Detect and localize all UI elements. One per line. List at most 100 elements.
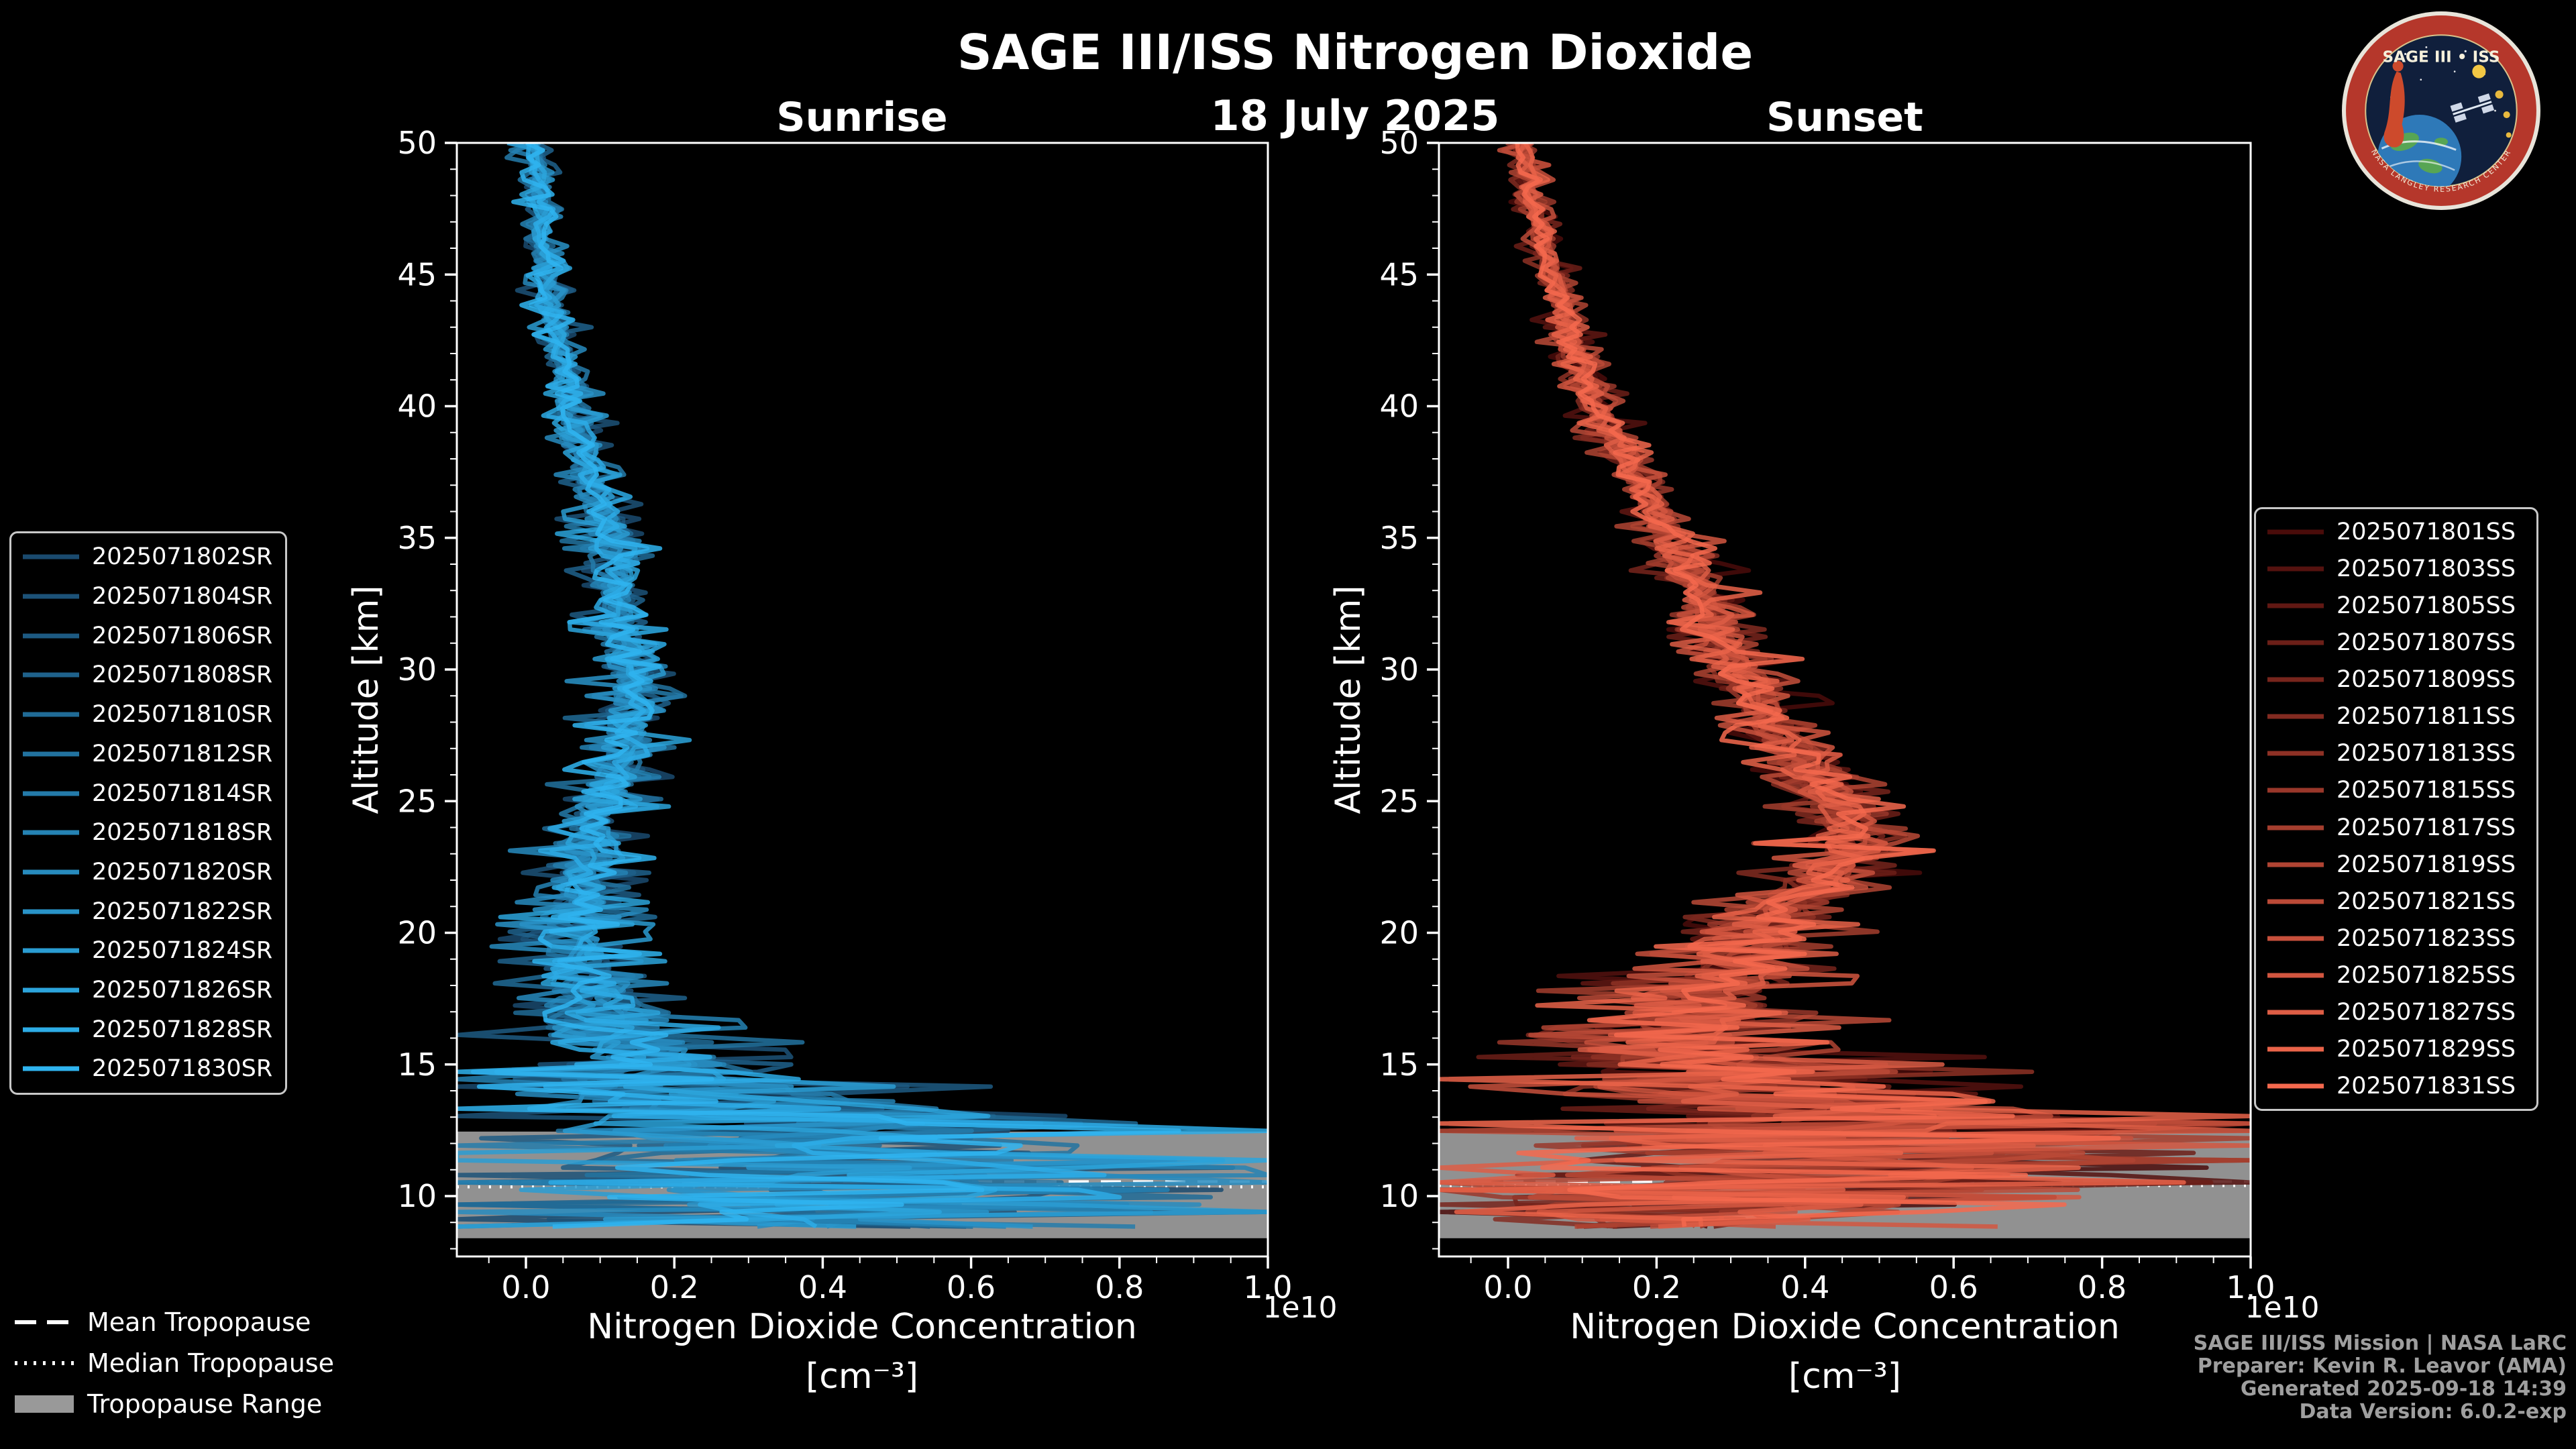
profile-line	[457, 143, 1181, 1229]
figure-date: 18 July 2025	[1210, 91, 1500, 140]
axis-tick-labels: 0.0 0.2 0.4 0.6 0.8 1.0 10 15 20 25 30 35 40 45 50	[397, 125, 1292, 1305]
axis-tick-labels: 0.0 0.2 0.4 0.6 0.8 1.0 10 15 20 25 30 35 40 45 50	[1379, 125, 2275, 1305]
svg-text:1.0: 1.0	[2226, 1269, 2275, 1305]
series-label: 2025071813SS	[2337, 740, 2516, 767]
panel-title-sunset: Sunset	[1766, 94, 1923, 141]
panel-title-sunrise: Sunrise	[776, 94, 948, 141]
series-color-swatch	[23, 830, 79, 835]
legend-item: 2025071825SS	[2265, 962, 2527, 989]
series-label: 2025071803SS	[2337, 555, 2516, 582]
legend-item: 2025071802SR	[21, 543, 276, 570]
axis-ticks	[1427, 142, 2252, 1269]
series-color-swatch	[2267, 899, 2324, 904]
legend-item: 2025071830SR	[21, 1055, 276, 1082]
legend-item: 2025071821SS	[2265, 888, 2527, 915]
legend-item: 2025071824SR	[21, 937, 276, 964]
svg-text:25: 25	[1379, 783, 1419, 819]
series-color-swatch	[23, 1066, 79, 1071]
legend-item-median-tropopause: Median Tropopause	[13, 1348, 334, 1378]
svg-text:25: 25	[397, 783, 437, 819]
gray-patch-swatch	[15, 1395, 74, 1413]
svg-text:0.8: 0.8	[2078, 1269, 2127, 1305]
series-label: 2025071823SS	[2337, 924, 2516, 952]
dashed-line-swatch	[15, 1320, 74, 1324]
svg-text:10: 10	[1379, 1178, 1419, 1214]
svg-text:35: 35	[1379, 520, 1419, 556]
x-axis-offset-sunset: 1e10	[2245, 1291, 2320, 1325]
svg-text:50: 50	[1379, 125, 1419, 161]
legend-item: 2025071801SS	[2265, 519, 2527, 545]
sunrise-legend: 2025071802SR 2025071804SR 2025071806SR 2025…	[9, 531, 287, 1095]
series-color-swatch	[2267, 825, 2324, 830]
legend-item: 2025071822SR	[21, 898, 276, 925]
series-color-swatch	[23, 869, 79, 875]
legend-item: 2025071806SR	[21, 623, 276, 649]
svg-text:0.2: 0.2	[650, 1269, 699, 1305]
series-label: 2025071810SR	[92, 701, 273, 729]
svg-text:0.4: 0.4	[798, 1269, 847, 1305]
y-axis-label-sunrise: Altitude [km]	[346, 585, 386, 814]
logo-sun-and-planets	[2472, 64, 2512, 138]
series-color-swatch	[23, 712, 79, 717]
plot-border	[1438, 142, 2252, 1258]
x-axis-units-sunrise: [cm⁻³]	[805, 1356, 919, 1397]
legend-item: 2025071812SR	[21, 741, 276, 767]
series-label: 2025071809SS	[2337, 666, 2516, 694]
series-color-swatch	[2267, 640, 2324, 645]
profile-lines	[1439, 143, 2251, 1229]
series-color-swatch	[2267, 1083, 2324, 1089]
series-label: 2025071824SR	[92, 937, 273, 965]
credit-line-generated: Generated 2025-09-18 14:39	[2240, 1377, 2567, 1401]
tropopause-legend: Mean Tropopause Median Tropopause Tropop…	[13, 1307, 334, 1419]
series-label: 2025071815SS	[2337, 777, 2516, 804]
svg-text:45: 45	[397, 256, 437, 292]
legend-item: 2025071826SR	[21, 977, 276, 1004]
series-label: 2025071821SS	[2337, 888, 2516, 915]
series-label: 2025071819SS	[2337, 851, 2516, 878]
svg-text:30: 30	[1379, 651, 1419, 688]
legend-item: 2025071809SS	[2265, 666, 2527, 693]
series-label: 2025071818SR	[92, 819, 273, 847]
profile-line	[457, 143, 1268, 1229]
series-label: 2025071802SR	[92, 543, 273, 571]
series-label: 2025071825SS	[2337, 962, 2516, 989]
logo-stars	[2390, 46, 2496, 112]
legend-item: 2025071810SR	[21, 701, 276, 728]
x-axis-label-sunset: Nitrogen Dioxide Concentration	[1570, 1307, 2120, 1347]
iss-icon	[2450, 93, 2495, 123]
legend-item: 2025071814SR	[21, 780, 276, 807]
legend-item: 2025071805SS	[2265, 592, 2527, 619]
credit-line-version: Data Version: 6.0.2-exp	[2299, 1400, 2567, 1424]
dotted-line-swatch	[15, 1361, 74, 1365]
series-color-swatch	[23, 633, 79, 639]
series-color-swatch	[23, 554, 79, 559]
axis-ticks	[445, 142, 1269, 1269]
legend-item: 2025071819SS	[2265, 851, 2527, 878]
series-label: 2025071811SS	[2337, 703, 2516, 731]
legend-label: Mean Tropopause	[87, 1307, 311, 1337]
series-label: 2025071822SR	[92, 898, 273, 925]
sage-iss-logo: SAGE III • ISS NASA LANGLEY RESEARCH CEN…	[2342, 11, 2540, 210]
series-label: 2025071808SR	[92, 661, 273, 689]
svg-text:0.0: 0.0	[501, 1269, 550, 1305]
series-color-swatch	[23, 909, 79, 914]
figure-title: SAGE III/ISS Nitrogen Dioxide	[957, 24, 1754, 80]
svg-text:15: 15	[397, 1046, 437, 1083]
series-label: 2025071801SS	[2337, 518, 2516, 545]
profile-lines	[457, 143, 1268, 1229]
legend-item: 2025071813SS	[2265, 740, 2527, 767]
series-color-swatch	[23, 791, 79, 796]
legend-item: 2025071820SR	[21, 859, 276, 885]
credits-block: SAGE III/ISS Mission | NASA LaRC Prepare…	[2194, 1332, 2567, 1424]
legend-item: 2025071811SS	[2265, 703, 2527, 730]
series-color-swatch	[2267, 1046, 2324, 1052]
svg-text:0.6: 0.6	[947, 1269, 996, 1305]
series-label: 2025071828SR	[92, 1016, 273, 1043]
svg-text:30: 30	[397, 651, 437, 688]
legend-item: 2025071829SS	[2265, 1036, 2527, 1063]
sunset-legend: 2025071801SS 2025071803SS 2025071805SS 2025…	[2254, 507, 2538, 1111]
plot-border	[455, 142, 1269, 1258]
series-label: 2025071807SS	[2337, 629, 2516, 656]
legend-item: 2025071831SS	[2265, 1073, 2527, 1099]
